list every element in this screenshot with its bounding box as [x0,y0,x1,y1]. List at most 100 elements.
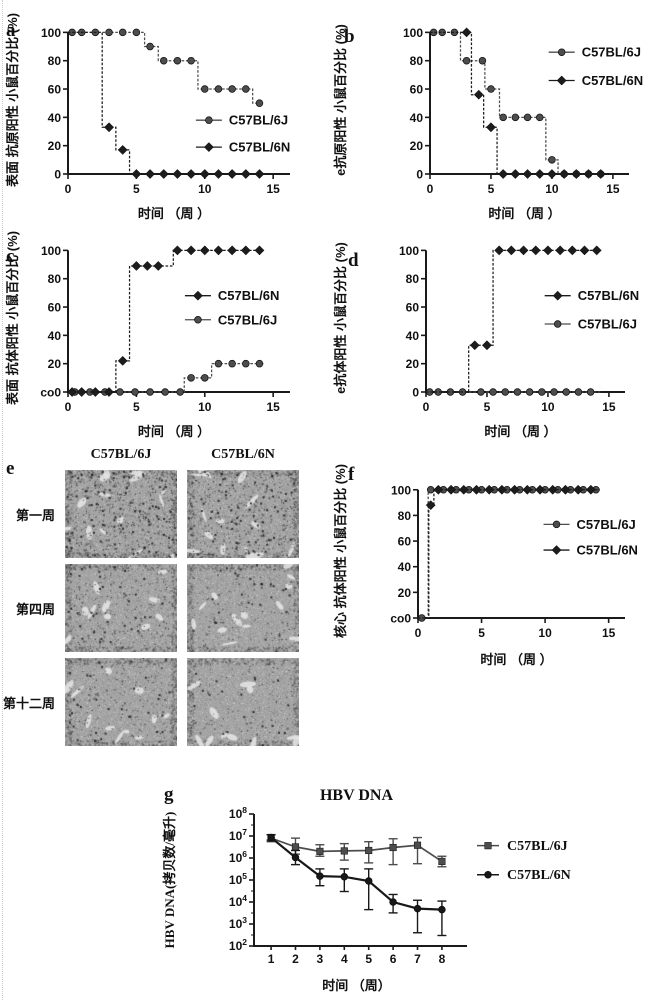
legend-entry-C57BL/6N: C57BL/6N [544,288,639,303]
y-tick-label: 100 [391,483,411,497]
legend-label: C57BL/6N [577,543,638,558]
chart-g-hbv-dna: 102 103 104 105 106 107 108 1 2 3 4 5 6 7 8 HBV DNA 时间 （… [162,787,571,993]
y-tick-label: 40 [406,329,420,343]
panel-e-liver-micrographs: C57BL/6J C57BL/6N 第一周 第四周 第十二周 [0,446,300,746]
diamond-marker [560,484,571,495]
y-tick-label: co0 [40,386,61,400]
series-C57BL/6N [430,27,606,179]
y-tick-label: 106 [229,849,247,865]
circle-marker [194,316,202,324]
x-tick-label: 10 [198,400,212,414]
circle-marker [513,388,522,396]
circle-marker [228,359,236,368]
diamond-marker [573,484,584,495]
micrograph-week12-c57bl6j [65,658,177,746]
square-marker [413,841,422,849]
y-tick-label: 20 [48,139,62,153]
x-tick-label: 10 [541,400,555,414]
x-tick-label: 5 [133,182,140,196]
y-tick-label: 80 [406,272,420,286]
x-tick-label: 2 [292,952,299,966]
circle-marker [499,113,507,122]
diamond-marker [158,169,169,179]
series-C57BL/6J [418,486,600,622]
legend-entry-C57BL/6N: C57BL/6N [184,288,279,303]
circle-marker [489,388,497,396]
legend-label: C57BL/6J [578,317,637,332]
x-tick-label: 15 [266,182,280,196]
square-marker [484,842,492,850]
circle-marker [525,388,534,396]
circle-marker [201,85,209,93]
diamond-marker [530,245,541,256]
x-tick-label: 5 [484,400,491,414]
legend-label: C57BL/6N [507,868,571,883]
circle-marker [105,28,113,37]
diamond-marker [131,260,142,271]
legend-label: C57BL/6J [218,312,277,327]
diamond-marker [142,260,153,271]
diamond-marker [595,169,606,179]
circle-marker [535,113,544,122]
y-tick-label: 108 [229,805,247,821]
circle-marker [523,113,532,122]
diamond-marker [571,169,582,179]
x-tick-label: 6 [390,952,397,966]
diamond-marker [240,169,251,179]
circle-marker [187,56,195,65]
diamond-marker [518,245,529,256]
panel-label-b: b [344,26,355,47]
y-axis-label: e抗体阳性 小鼠百分比 (%) [333,242,348,394]
row-label-week12: 第十二周 [2,695,55,711]
micrograph-grid: C57BL/6J C57BL/6N 第一周 第四周 第十二周 [0,446,300,746]
y-tick-label: 105 [229,871,247,887]
circle-marker [267,833,275,842]
diamond-marker [446,484,456,495]
square-marker [365,846,373,855]
diamond-marker [486,122,496,133]
diamond-marker [172,169,183,179]
diamond-marker [552,290,563,301]
row-label-week4: 第四周 [15,601,55,617]
y-tick-label: 60 [48,301,62,315]
diamond-marker [469,340,480,351]
diamond-marker [227,245,238,256]
diamond-marker [461,27,472,38]
legend-entry-C57BL/6N: C57BL/6N [195,140,290,155]
square-marker [389,843,397,852]
diamond-marker [583,169,594,179]
x-tick-label: 5 [133,400,140,414]
x-axis-label: 时间 （周 ） [484,424,556,439]
legend-label: C57BL/6J [577,517,636,532]
series-C57BL/6J [429,28,605,178]
diamond-marker [496,484,507,495]
circle-marker [552,520,561,529]
y-tick-label: 80 [410,54,424,68]
panel-label-f: f [348,464,355,485]
legend-entry-C57BL/6N: C57BL/6N [548,73,643,88]
circle-marker [477,388,485,396]
legend-label: C57BL/6J [229,113,288,128]
chart-title: HBV DNA [320,787,393,804]
x-tick-label: 0 [65,400,72,414]
diamond-marker [67,387,78,397]
legend-entry-C57BL/6J: C57BL/6J [548,45,641,60]
x-tick-label: 15 [266,400,280,414]
circle-marker [487,85,495,93]
column-header-c57bl6j: C57BL/6J [90,447,152,462]
y-tick-label: 100 [403,26,423,40]
circle-marker [118,28,127,37]
x-tick-label: 15 [602,400,616,414]
diamond-marker [240,245,251,256]
diamond-marker [522,484,533,495]
micrograph-week4-c57bl6n [187,564,299,652]
circle-marker [228,85,236,93]
x-tick-label: 5 [365,952,372,966]
diamond-marker [433,484,444,495]
diamond-marker [509,484,520,495]
y-tick-label: 60 [410,83,424,97]
circle-marker [586,388,595,396]
y-tick-label: 100 [41,244,61,258]
y-tick-label: 103 [229,915,247,931]
y-tick-label: 60 [406,301,420,315]
